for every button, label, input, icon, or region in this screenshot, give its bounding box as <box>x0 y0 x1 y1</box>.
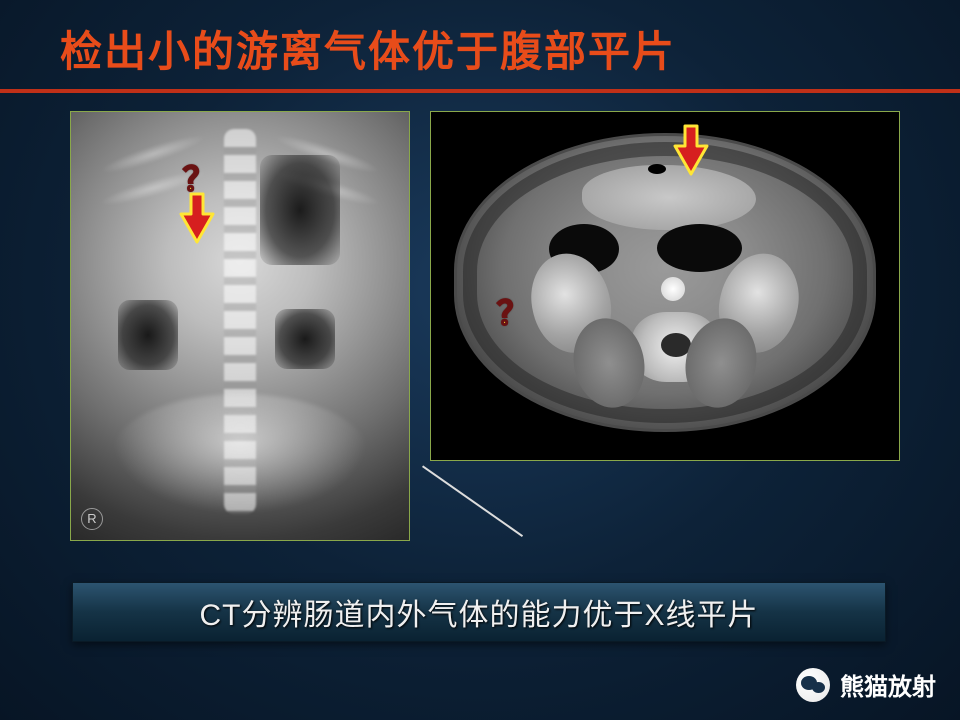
question-mark-icon: ？ <box>497 288 529 334</box>
ct-probe-line <box>422 465 523 536</box>
watermark-text: 熊猫放射 <box>840 667 936 702</box>
ct-stomach <box>582 165 756 230</box>
bowel-gas <box>118 300 178 370</box>
caption-bar: CT分辨肠道内外气体的能力优于X线平片 <box>72 582 886 642</box>
ct-panel: ？ <box>430 111 900 461</box>
ct-bowel-gas <box>657 224 742 272</box>
title-bar: 检出小的游离气体优于腹部平片 <box>0 0 960 85</box>
pelvis-shape <box>112 394 369 514</box>
ct-free-air <box>648 164 666 174</box>
watermark: 熊猫放射 <box>796 667 936 702</box>
wechat-icon <box>796 668 830 702</box>
question-mark-icon: ？ <box>183 154 215 200</box>
ct-body-outline <box>454 133 875 432</box>
xray-panel: R ？ <box>70 111 410 541</box>
slide-title: 检出小的游离气体优于腹部平片 <box>60 18 960 79</box>
bowel-gas <box>275 309 335 369</box>
bowel-gas <box>260 155 340 265</box>
ct-aorta <box>661 277 685 301</box>
caption-text: CT分辨肠道内外气体的能力优于X线平片 <box>200 590 759 634</box>
image-row: R ？ ？ <box>0 93 960 541</box>
r-side-marker: R <box>81 508 103 530</box>
